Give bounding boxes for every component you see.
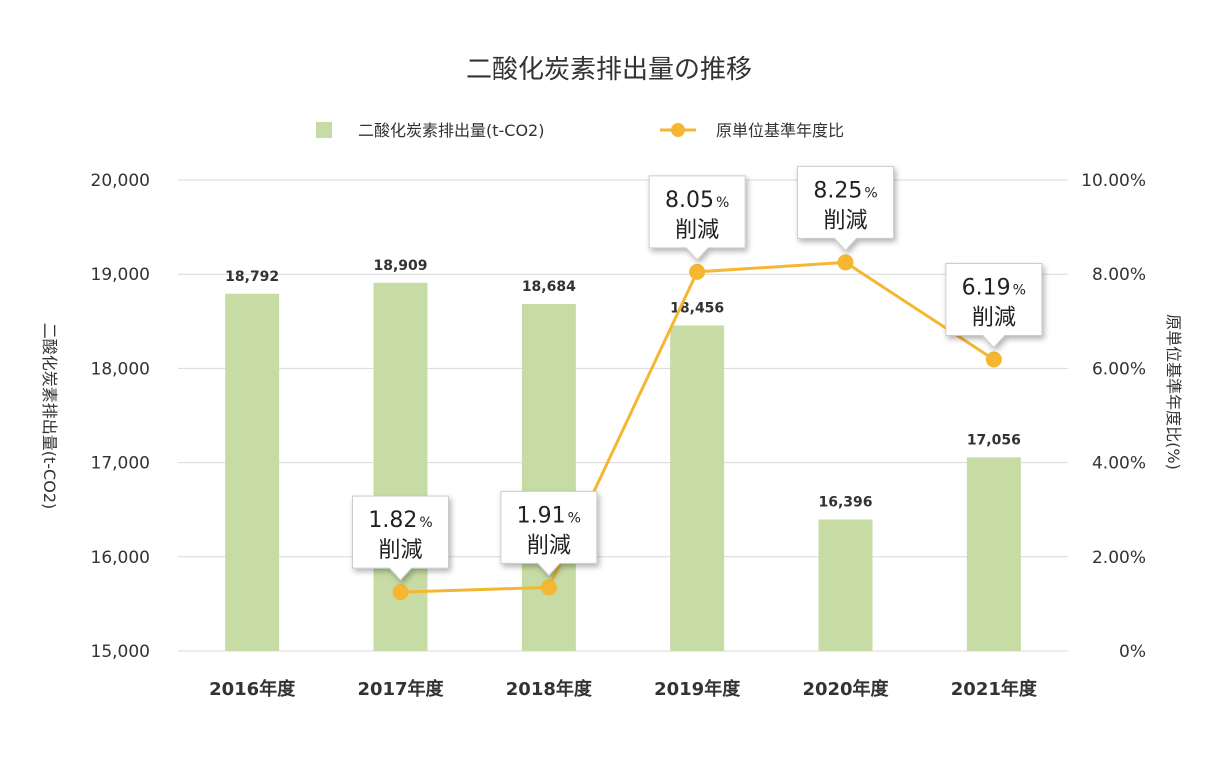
x-tick-label-2017年度: 2017年度 — [357, 678, 444, 700]
bar-value-label-2021年度: 17,056 — [967, 432, 1021, 448]
bar-2020年度 — [818, 519, 873, 651]
y-left-tick-label-3: 18,000 — [91, 359, 150, 379]
callout-box-2021年度 — [945, 262, 1043, 349]
bar-value-label-2019年度: 18,456 — [670, 300, 724, 316]
bar-2018年度 — [521, 303, 576, 651]
x-tick-label-2016年度: 2016年度 — [209, 678, 296, 700]
legend: 二酸化炭素排出量(t-CO2) 原単位基準年度比 — [316, 121, 844, 140]
bar-2016年度 — [225, 293, 280, 651]
callout-value-2018年度: 1.91% — [517, 503, 581, 528]
gridlines — [178, 179, 1068, 652]
x-tick-label-2021年度: 2021年度 — [951, 678, 1038, 700]
x-tick-label-2018年度: 2018年度 — [506, 678, 593, 700]
bar-2019年度 — [670, 325, 725, 651]
y-right-tick-label-5: 10.00% — [1081, 171, 1146, 191]
y-left-tick-label-1: 16,000 — [91, 548, 150, 568]
callout-box-2017年度 — [352, 495, 449, 581]
bar-value-label-2017年度: 18,909 — [373, 258, 427, 274]
callout-word-2020年度: 削減 — [823, 208, 867, 233]
callout-2018年度: 1.91 % 削減 — [500, 490, 598, 577]
y-right-ticks: 0% 2.00% 4.00% 6.00% 8.00% 10.00% — [1081, 171, 1146, 662]
y-left-ticks: 15,000 16,000 17,000 18,000 19,000 20,000 — [91, 171, 150, 662]
y-right-tick-label-4: 8.00% — [1092, 265, 1146, 285]
x-tick-label-2019年度: 2019年度 — [654, 678, 741, 700]
line-point-2018年度 — [540, 579, 557, 596]
callout-value-2020年度: 8.25% — [813, 178, 877, 203]
callout-value-2017年度: 1.82% — [368, 508, 432, 533]
bar-value-label-2020年度: 16,396 — [818, 494, 872, 510]
callout-value-2019年度: 8.05% — [665, 188, 729, 213]
callout-box-2018年度 — [500, 490, 598, 577]
line-series — [392, 254, 1002, 601]
y-right-tick-label-0: 0% — [1119, 642, 1146, 662]
legend-label-bar: 二酸化炭素排出量(t-CO2) — [358, 121, 544, 140]
callout-2019年度: 8.05 % 削減 — [648, 175, 746, 261]
callout-box-2019年度 — [648, 175, 746, 261]
line-point-2021年度 — [985, 351, 1002, 368]
callout-2021年度: 6.19 % 削減 — [945, 262, 1043, 349]
line-point-2017年度 — [392, 584, 409, 601]
bars — [225, 282, 1021, 651]
y-left-tick-label-4: 19,000 — [91, 265, 150, 285]
callout-box-2020年度 — [797, 165, 894, 252]
callout-2020年度: 8.25 % 削減 — [797, 165, 894, 252]
callout-word-2019年度: 削減 — [675, 218, 719, 243]
callout-word-2021年度: 削減 — [972, 305, 1016, 330]
y-right-tick-label-1: 2.00% — [1092, 548, 1146, 568]
x-tick-label-2020年度: 2020年度 — [802, 678, 889, 700]
bar-value-label-2016年度: 18,792 — [225, 269, 279, 285]
legend-swatch-bar — [316, 122, 332, 138]
callout-value-2021年度: 6.19% — [962, 275, 1026, 300]
y-right-axis-label: 原単位基準年度比(%) — [1164, 314, 1183, 470]
x-ticks: 2016年度 2017年度 2018年度 2019年度 2020年度 2021年度 — [209, 678, 1038, 700]
line-point-2019年度 — [689, 263, 706, 280]
y-left-tick-label-5: 20,000 — [91, 171, 150, 191]
callout-word-2018年度: 削減 — [527, 533, 571, 558]
y-right-tick-label-2: 4.00% — [1092, 454, 1146, 474]
bar-value-label-2018年度: 18,684 — [522, 279, 576, 295]
y-left-tick-label-0: 15,000 — [91, 642, 150, 662]
line-point-2020年度 — [837, 254, 854, 271]
callouts: 1.82 % 削減 1.91 % 削減 8.05 % 削減 8.25 % 削減 6.19 % 削減 — [352, 165, 1043, 581]
bar-labels: 18,792 18,909 18,684 18,456 16,396 17,056 — [225, 258, 1021, 511]
legend-marker-swatch — [671, 123, 685, 137]
chart-title: 二酸化炭素排出量の推移 — [466, 55, 752, 85]
y-left-tick-label-2: 17,000 — [91, 454, 150, 474]
callout-word-2017年度: 削減 — [378, 538, 422, 563]
legend-label-line: 原単位基準年度比 — [716, 121, 844, 140]
y-left-axis-label: 二酸化炭素排出量(t-CO2) — [40, 323, 59, 509]
bar-2021年度 — [966, 457, 1021, 651]
callout-2017年度: 1.82 % 削減 — [352, 495, 449, 581]
y-right-tick-label-3: 6.00% — [1092, 359, 1146, 379]
